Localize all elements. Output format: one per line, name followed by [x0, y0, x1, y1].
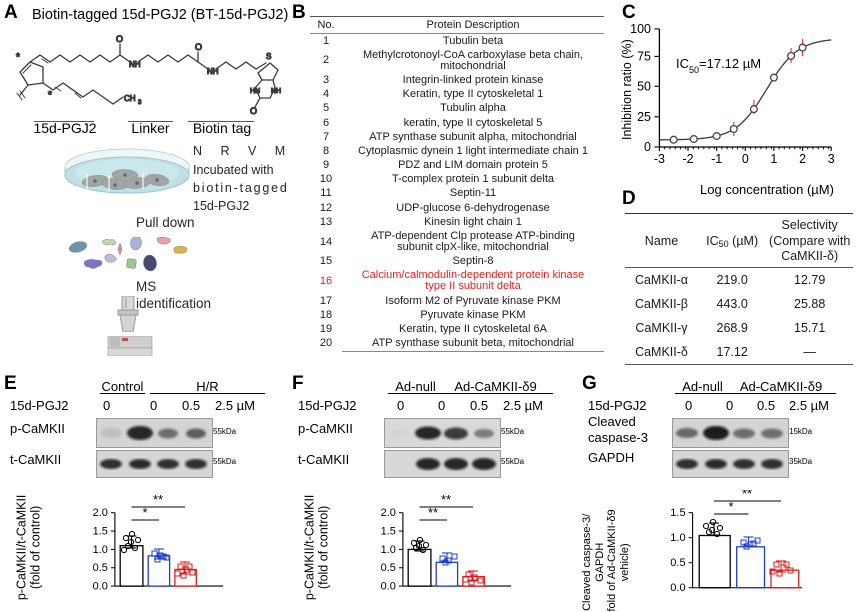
svg-text:HN: HN	[250, 88, 260, 95]
svg-text:-3: -3	[654, 152, 665, 166]
svg-text:*: *	[48, 90, 52, 101]
svg-text:**: **	[441, 492, 451, 507]
svg-text:0.5: 0.5	[93, 562, 108, 574]
svg-text:3: 3	[828, 152, 835, 166]
svg-text:0.0: 0.0	[93, 581, 108, 593]
svg-text:1.5: 1.5	[93, 526, 108, 538]
svg-text:2: 2	[799, 152, 806, 166]
svg-text:0: 0	[742, 152, 749, 166]
svg-text:75: 75	[637, 49, 651, 63]
svg-text:*: *	[16, 52, 20, 63]
svg-text:S: S	[266, 52, 271, 61]
svg-text:1.5: 1.5	[670, 507, 685, 519]
svg-text:2.0: 2.0	[93, 507, 108, 519]
svg-text:0.5: 0.5	[670, 557, 685, 569]
svg-text:IC50=17.12 µM: IC50=17.12 µM	[676, 56, 761, 75]
svg-text:1.0: 1.0	[670, 532, 685, 544]
svg-text:1.0: 1.0	[93, 544, 108, 556]
svg-text:CH: CH	[124, 94, 136, 103]
svg-text:0.0: 0.0	[670, 582, 685, 594]
svg-text:O: O	[195, 42, 202, 52]
svg-text:0.5: 0.5	[381, 562, 396, 574]
svg-text:1: 1	[770, 152, 777, 166]
svg-text:0.0: 0.0	[381, 581, 396, 593]
svg-text:-2: -2	[682, 152, 693, 166]
svg-text:1.5: 1.5	[381, 526, 396, 538]
svg-text:NH: NH	[271, 88, 281, 95]
svg-text:O: O	[250, 106, 257, 116]
svg-text:1.0: 1.0	[381, 544, 396, 556]
svg-text:0: 0	[644, 140, 651, 154]
svg-text:25: 25	[637, 110, 651, 124]
svg-text:-1: -1	[711, 152, 722, 166]
svg-text:3: 3	[138, 100, 142, 106]
svg-text:50: 50	[637, 79, 651, 93]
svg-text:2.0: 2.0	[381, 507, 396, 519]
svg-text:O: O	[116, 34, 123, 44]
svg-text:100: 100	[630, 22, 651, 36]
svg-text:**: **	[153, 492, 163, 507]
svg-text:**: **	[742, 490, 752, 501]
